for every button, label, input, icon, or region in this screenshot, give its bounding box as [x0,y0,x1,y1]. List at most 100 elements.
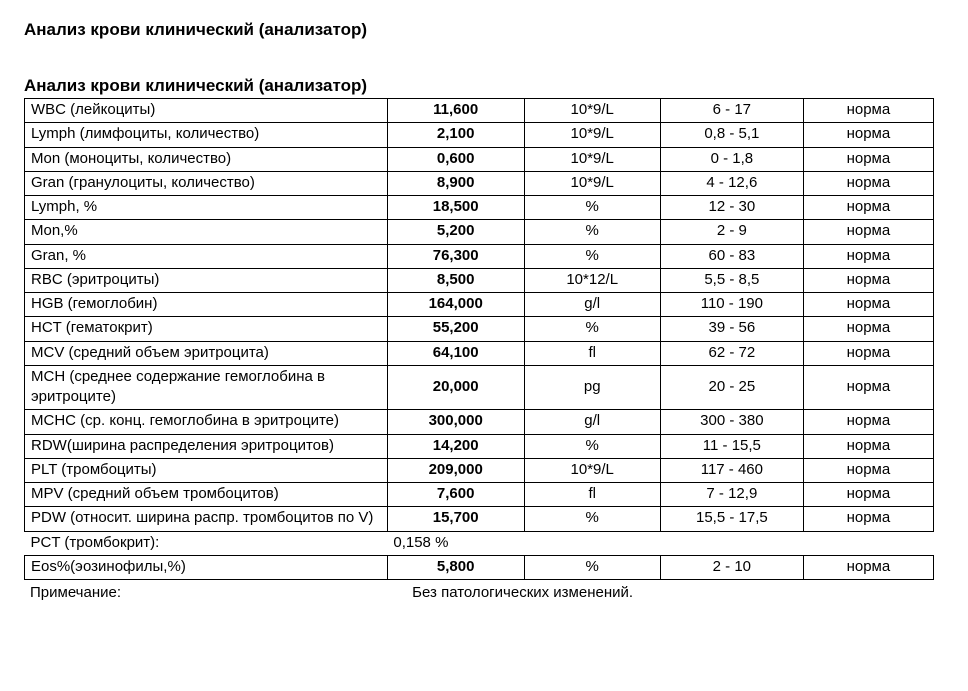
table-row: PDW (относит. ширина распр. тромбоцитов … [25,507,934,531]
cell-status: норма [803,434,933,458]
cell-status: норма [803,196,933,220]
page-title: Анализ крови клинический (анализатор) [24,20,948,40]
cell-range: 6 - 17 [660,99,803,123]
cell-value: 76,300 [387,244,524,268]
results-table: WBC (лейкоциты)11,60010*9/L6 - 17нормаLy… [24,98,934,580]
cell-value: 5,200 [387,220,524,244]
cell-name: RDW(ширина распределения эритроцитов) [25,434,388,458]
cell-unit: fl [524,483,660,507]
cell-status: норма [803,268,933,292]
cell-range: 5,5 - 8,5 [660,268,803,292]
cell-name: HCT (гематокрит) [25,317,388,341]
cell-range: 300 - 380 [660,410,803,434]
cell-name: Gran (гранулоциты, количество) [25,171,388,195]
cell-name: WBC (лейкоциты) [25,99,388,123]
cell-status: норма [803,171,933,195]
cell-value: 8,500 [387,268,524,292]
table-row: HGB (гемоглобин)164,000g/l110 - 190норма [25,293,934,317]
cell-name: Mon (моноциты, количество) [25,147,388,171]
cell-unit: 10*9/L [524,123,660,147]
table-row: Gran, %76,300%60 - 83норма [25,244,934,268]
cell-status: норма [803,99,933,123]
cell-range: 0 - 1,8 [660,147,803,171]
cell-range: 110 - 190 [660,293,803,317]
cell-status: норма [803,293,933,317]
cell-status: норма [803,483,933,507]
cell-value: 7,600 [387,483,524,507]
cell-value: 164,000 [387,293,524,317]
cell-name: MPV (средний объем тромбоцитов) [25,483,388,507]
cell-unit: % [524,220,660,244]
cell-range: 15,5 - 17,5 [660,507,803,531]
table-row: MCH (среднее содержание гемоглобина в эр… [25,365,934,410]
table-row: RBC (эритроциты)8,50010*12/L5,5 - 8,5нор… [25,268,934,292]
cell-name: Gran, % [25,244,388,268]
cell-range: 11 - 15,5 [660,434,803,458]
cell-value: 64,100 [387,341,524,365]
cell-name: Lymph (лимфоциты, количество) [25,123,388,147]
cell-range: 2 - 10 [660,555,803,579]
cell-value: 15,700 [387,507,524,531]
cell-status: норма [803,244,933,268]
table-row: PLT (тромбоциты)209,00010*9/L117 - 460но… [25,458,934,482]
table-row: Lymph (лимфоциты, количество)2,10010*9/L… [25,123,934,147]
cell-value: 55,200 [387,317,524,341]
table-row: Eos%(эозинофилы,%)5,800%2 - 10норма [25,555,934,579]
note-text: Без патологических изменений. [412,584,633,601]
cell-value: 0,600 [387,147,524,171]
cell-unit: 10*9/L [524,458,660,482]
table-row: Mon (моноциты, количество)0,60010*9/L0 -… [25,147,934,171]
cell-name: PDW (относит. ширина распр. тромбоцитов … [25,507,388,531]
cell-range: 117 - 460 [660,458,803,482]
cell-range: 60 - 83 [660,244,803,268]
table-row: Mon,%5,200%2 - 9норма [25,220,934,244]
cell-name: MCHC (ср. конц. гемоглобина в эритроците… [25,410,388,434]
cell-unit: 10*9/L [524,147,660,171]
table-row: MPV (средний объем тромбоцитов)7,600fl7 … [25,483,934,507]
cell-name: Eos%(эозинофилы,%) [25,555,388,579]
cell-status: норма [803,507,933,531]
note-row: Примечание: Без патологических изменений… [24,584,948,601]
cell-unit: g/l [524,293,660,317]
table-row: MCV (средний объем эритроцита)64,100fl62… [25,341,934,365]
cell-unit: % [524,555,660,579]
cell-name: PLT (тромбоциты) [25,458,388,482]
cell-unit: % [524,434,660,458]
cell-range: 62 - 72 [660,341,803,365]
cell-range: 39 - 56 [660,317,803,341]
cell-unit: g/l [524,410,660,434]
cell-range: 4 - 12,6 [660,171,803,195]
note-label: Примечание: [24,584,408,601]
cell-unit: pg [524,365,660,410]
cell-range: 20 - 25 [660,365,803,410]
table-row: PCT (тромбокрит):0,158 % [25,531,934,555]
cell-unit: % [524,244,660,268]
cell-status: норма [803,317,933,341]
cell-name: RBC (эритроциты) [25,268,388,292]
cell-unit: fl [524,341,660,365]
cell-value: 11,600 [387,99,524,123]
cell-status: норма [803,410,933,434]
cell-value: 209,000 [387,458,524,482]
cell-value: 0,158 % [387,531,933,555]
cell-value: 8,900 [387,171,524,195]
cell-name: Lymph, % [25,196,388,220]
cell-unit: % [524,317,660,341]
table-row: MCHC (ср. конц. гемоглобина в эритроците… [25,410,934,434]
cell-range: 0,8 - 5,1 [660,123,803,147]
cell-name: PCT (тромбокрит): [25,531,388,555]
cell-range: 7 - 12,9 [660,483,803,507]
cell-value: 18,500 [387,196,524,220]
cell-name: HGB (гемоглобин) [25,293,388,317]
cell-value: 20,000 [387,365,524,410]
cell-unit: 10*12/L [524,268,660,292]
cell-status: норма [803,365,933,410]
cell-status: норма [803,220,933,244]
cell-value: 2,100 [387,123,524,147]
cell-value: 5,800 [387,555,524,579]
cell-status: норма [803,341,933,365]
cell-status: норма [803,458,933,482]
table-row: Gran (гранулоциты, количество)8,90010*9/… [25,171,934,195]
cell-range: 12 - 30 [660,196,803,220]
table-row: WBC (лейкоциты)11,60010*9/L6 - 17норма [25,99,934,123]
